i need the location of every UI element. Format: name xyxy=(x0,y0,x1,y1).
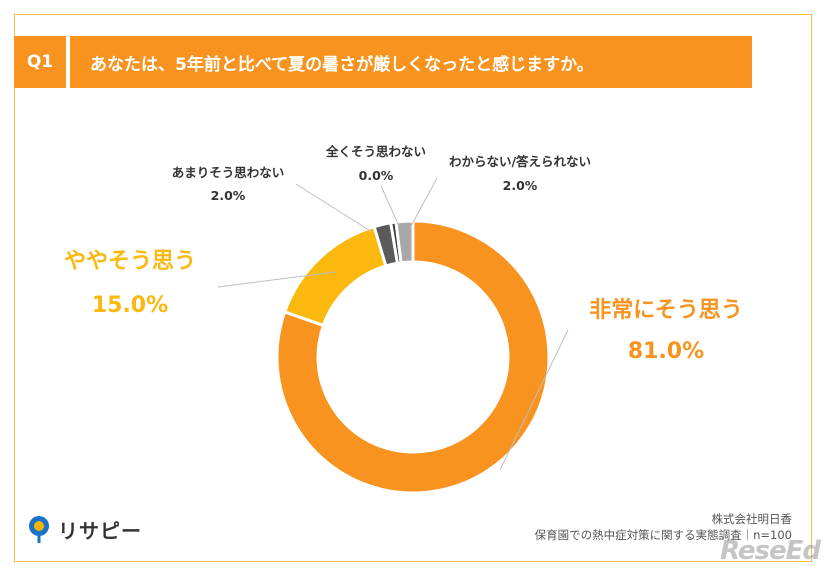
survey-name: 保育園での熱中症対策に関する実態調査｜n=100 xyxy=(534,528,792,542)
leader-line-1 xyxy=(499,329,569,471)
slice-value-4: 0.0% xyxy=(359,168,394,183)
source-credit: 株式会社明日香 保育園での熱中症対策に関する実態調査｜n=100 xyxy=(535,511,792,543)
slice-value-5: 2.0% xyxy=(503,178,538,193)
leader-line-5 xyxy=(409,177,438,229)
leader-line-3 xyxy=(295,183,373,233)
slice-value-2: 15.0% xyxy=(92,293,168,318)
slice-label-4: 全くそう思わない xyxy=(325,144,426,159)
slice-label-2: ややそう思う xyxy=(64,249,196,274)
leader-line-2 xyxy=(217,271,336,288)
donut-slice-1 xyxy=(275,219,551,495)
watermark-logo: ReseEd xyxy=(720,536,821,566)
slice-value-3: 2.0% xyxy=(211,188,246,203)
company-name: 株式会社明日香 xyxy=(711,512,793,526)
brand-mark-icon xyxy=(29,516,49,543)
question-title: あなたは、5年前と比べて夏の暑さが厳しくなったと感じますか。 xyxy=(70,36,752,88)
question-badge: Q1 xyxy=(14,36,66,88)
brand-name: リサピー xyxy=(58,518,142,543)
slice-label-1: 非常にそう思う xyxy=(589,297,743,323)
slice-label-3: あまりそう思わない xyxy=(172,165,285,180)
donut-slice-5 xyxy=(394,219,415,265)
brand-logo: リサピー xyxy=(26,512,142,546)
slice-label-5: わからない/答えられない xyxy=(449,154,591,169)
leader-line-4 xyxy=(380,185,400,227)
slice-value-1: 81.0% xyxy=(628,339,704,364)
